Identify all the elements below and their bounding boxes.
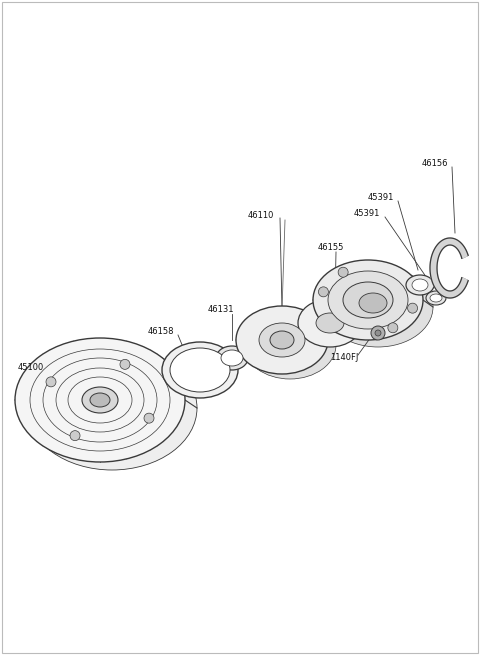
Ellipse shape bbox=[270, 331, 294, 349]
Ellipse shape bbox=[244, 311, 336, 379]
Ellipse shape bbox=[313, 260, 423, 340]
Circle shape bbox=[70, 430, 80, 441]
Ellipse shape bbox=[236, 306, 328, 374]
Ellipse shape bbox=[216, 346, 248, 370]
Text: 46156: 46156 bbox=[422, 159, 448, 168]
Text: 46131: 46131 bbox=[208, 305, 235, 314]
Ellipse shape bbox=[316, 313, 344, 333]
Ellipse shape bbox=[328, 271, 408, 329]
Ellipse shape bbox=[343, 282, 393, 318]
Text: 45391: 45391 bbox=[354, 210, 380, 219]
Ellipse shape bbox=[170, 348, 230, 392]
Ellipse shape bbox=[412, 279, 428, 291]
Circle shape bbox=[318, 287, 328, 297]
Circle shape bbox=[408, 303, 418, 313]
Circle shape bbox=[46, 377, 56, 387]
Ellipse shape bbox=[426, 291, 446, 305]
Ellipse shape bbox=[82, 387, 118, 413]
Ellipse shape bbox=[259, 323, 305, 357]
Ellipse shape bbox=[298, 299, 362, 347]
Ellipse shape bbox=[430, 294, 442, 302]
Ellipse shape bbox=[162, 342, 238, 398]
Ellipse shape bbox=[221, 350, 243, 366]
Circle shape bbox=[375, 330, 381, 336]
Text: 46158: 46158 bbox=[148, 328, 175, 337]
Text: 1140FJ: 1140FJ bbox=[330, 352, 359, 362]
Polygon shape bbox=[430, 238, 468, 298]
Circle shape bbox=[371, 326, 385, 340]
Ellipse shape bbox=[90, 393, 110, 407]
Ellipse shape bbox=[27, 346, 197, 470]
Text: 45391: 45391 bbox=[368, 193, 395, 202]
Text: 46155: 46155 bbox=[318, 244, 344, 252]
Circle shape bbox=[388, 323, 398, 333]
Circle shape bbox=[144, 413, 154, 423]
Ellipse shape bbox=[323, 267, 433, 347]
Ellipse shape bbox=[359, 293, 387, 313]
Text: 46110: 46110 bbox=[248, 210, 275, 219]
Circle shape bbox=[338, 267, 348, 277]
Ellipse shape bbox=[15, 338, 185, 462]
Ellipse shape bbox=[406, 275, 434, 295]
Text: 45100: 45100 bbox=[18, 364, 44, 373]
Circle shape bbox=[120, 360, 130, 369]
